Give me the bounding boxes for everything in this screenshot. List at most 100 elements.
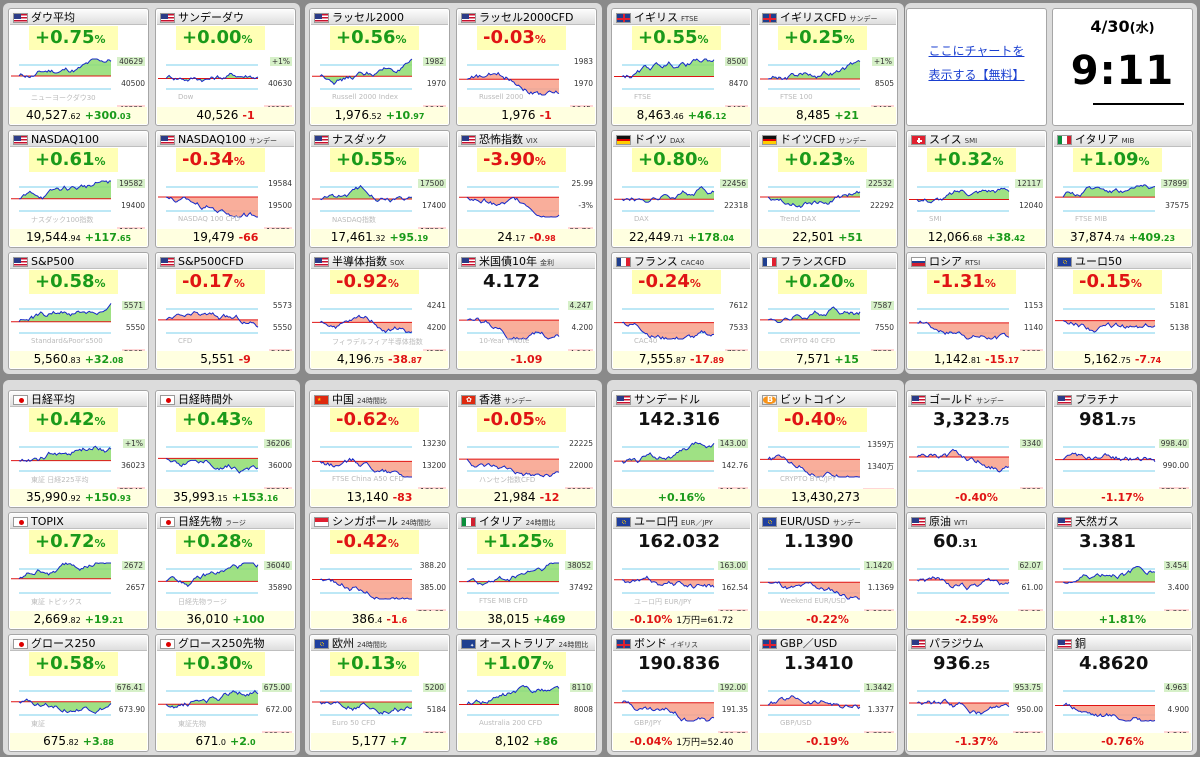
- quote-card-nasdaq[interactable]: ナスダック +0.55% 175001740017256NASDAQ指数17,4…: [309, 130, 450, 248]
- card-header: TOPIX: [10, 514, 147, 529]
- card-header: 欧州 24時間比: [311, 636, 448, 651]
- quote-card-topix[interactable]: TOPIX +0.72% 2672 2657 東証 トピックス 2,669.82 +19…: [8, 512, 149, 630]
- promo-line-2[interactable]: 表示する【無料】: [928, 68, 1025, 82]
- axis-tick-label: 1970: [426, 79, 446, 88]
- axis-tick-label: 998.40: [1158, 439, 1189, 448]
- quote-card-dax-cfd[interactable]: ドイツCFD サンデー +0.23% 22532 22292 Trend DAX 22,…: [757, 130, 898, 248]
- quote-card-russell[interactable]: ラッセル2000 +0.56% 198219701948Russell 2000…: [309, 8, 450, 126]
- quote-card-nikkei-after[interactable]: 日経時間外 +0.43% 36206360003584135,993.15+15…: [155, 390, 296, 508]
- axis-tick-label: 1153: [1023, 301, 1043, 310]
- instrument-name: 中国: [332, 393, 354, 406]
- promo-chart-link[interactable]: ここにチャートを 表示する【無料】: [906, 8, 1047, 126]
- quote-card-australia[interactable]: ✦ オーストラリア 24時間比 +1.07% 8110 8008 Australia …: [456, 634, 597, 752]
- price-line: [621, 58, 715, 79]
- price-chart: [11, 303, 112, 334]
- quote-card-nk-futures[interactable]: 日経先物 ラージ +0.28% 36040 35890 日経先物ラージ 36,010 +1…: [155, 512, 296, 630]
- quote-card-btc[interactable]: B ビットコイン -0.40% 1359万1340万1333万CRYPTO BT…: [757, 390, 898, 508]
- change-percent: -1.31%: [927, 270, 1016, 294]
- us-flag-icon: [314, 257, 329, 267]
- axis-tick-label: 12117: [1015, 179, 1043, 188]
- quote-card-italy24[interactable]: イタリア 24時間比 +1.25% 38052 37492 FTSE MIB CFD 3…: [456, 512, 597, 630]
- axis-tick-label: 4.900: [1167, 705, 1189, 714]
- quote-card-nasdaq100[interactable]: NASDAQ100 +0.61% 195821940019304ナスダック100…: [8, 130, 149, 248]
- us-flag-icon: [314, 135, 329, 145]
- quote-card-dax[interactable]: ドイツ DAX +0.80% 22456 22318 DAX 22,449.71 +178…: [611, 130, 752, 248]
- current-price: 3,323.75: [933, 409, 1010, 430]
- axis-tick-label: 7550: [874, 323, 894, 332]
- change-footer: -0.10% 1万円=61.72: [613, 611, 750, 628]
- price-chart: [760, 186, 861, 212]
- instrument-subtitle: サンデー: [832, 519, 861, 527]
- quote-card-growth250-fut[interactable]: グロース250先物 +0.30% 675.00672.00669.00東証先物6…: [155, 634, 296, 752]
- quote-card-growth250[interactable]: グロース250 +0.58% 676.41 673.90 東証 675.82 +3.88: [8, 634, 149, 752]
- axis-tick-label: 8110: [569, 683, 593, 692]
- price-line: [466, 196, 560, 218]
- card-header: グロース250先物: [157, 636, 294, 651]
- quote-card-russell-cfd[interactable]: ラッセル2000CFD -0.03% 198319701945Russell 2…: [456, 8, 597, 126]
- price-chart: [909, 308, 1010, 340]
- promo-line-1[interactable]: ここにチャートを: [928, 44, 1025, 58]
- axis-tick-label: 40629: [117, 57, 145, 66]
- quote-card-nikkei[interactable]: 日経平均 +0.42% +1%3602335849東証 日経225平均35,99…: [8, 390, 149, 508]
- quote-card-sp500-cfd[interactable]: S&P500CFD -0.17% 557355505497CFD5,551-9: [155, 252, 296, 370]
- instrument-name: ゴールド: [929, 393, 973, 406]
- quote-card-cac-cfd[interactable]: フランスCFD +0.20% 758775507533CRYPTO 40 CFD…: [757, 252, 898, 370]
- card-header: ダウ平均: [10, 10, 147, 25]
- axis-tick-label: 5550: [125, 323, 145, 332]
- axis-tick-label: 5550: [272, 323, 292, 332]
- price-line: [1062, 565, 1156, 584]
- price-line: [767, 695, 861, 710]
- axis-tick-label: 8505: [874, 79, 894, 88]
- axis-tick-label: 1140: [1023, 323, 1043, 332]
- price-chart: [614, 308, 715, 340]
- instrument-name: 日経先物: [178, 515, 222, 528]
- chart-watermark: ナスダック100指数: [31, 216, 94, 224]
- axis-tick-label: 17400: [422, 201, 446, 210]
- change-area: [917, 449, 1009, 472]
- change-percent: +0.58%: [29, 270, 118, 294]
- quote-card-mib[interactable]: イタリア MIB +1.09% 37899 37575 FTSE MIB 37,874.…: [1052, 130, 1193, 248]
- change-footer: -1.17%: [1054, 489, 1191, 506]
- chart-watermark: FTSE MIB: [1075, 215, 1108, 223]
- axis-tick-label: 5138: [1169, 323, 1189, 332]
- quote-card-gbpusd[interactable]: GBP／USD 1.3410 1.34421.33771.3300GBP/USD…: [757, 634, 898, 752]
- quote-card-euro50[interactable]: ユーロ50 -0.15% 5181 5138 5,162.75 -7.74: [1052, 252, 1193, 370]
- us-flag-icon: [314, 13, 329, 23]
- axis-tick-label: 1.1369: [867, 583, 894, 592]
- price-line: [916, 187, 1010, 204]
- instrument-name: サンデーダウ: [178, 11, 244, 24]
- instrument-subtitle: WTI: [954, 519, 968, 527]
- quote-card-smi[interactable]: スイス SMI +0.32% 12117 12040 SMI 12,066.68 +38.…: [906, 130, 1047, 248]
- chart-watermark: CAC40: [634, 337, 658, 345]
- quote-card-dow-sun[interactable]: サンデーダウ +0.00% +1%4063040180Dow40,526-1: [155, 8, 296, 126]
- instrument-name: フランスCFD: [780, 255, 847, 268]
- quote-card-sp500[interactable]: S&P500 +0.58% 557155505505Standard&Poor'…: [8, 252, 149, 370]
- price-line: [165, 689, 259, 709]
- change-percent: +0.00%: [176, 26, 265, 50]
- price-line: [767, 60, 861, 81]
- price-footer: 22,501 +51: [759, 229, 896, 246]
- quote-card-dow[interactable]: ダウ平均 +0.75% 406294050040222ニューヨークダウ3040,…: [8, 8, 149, 126]
